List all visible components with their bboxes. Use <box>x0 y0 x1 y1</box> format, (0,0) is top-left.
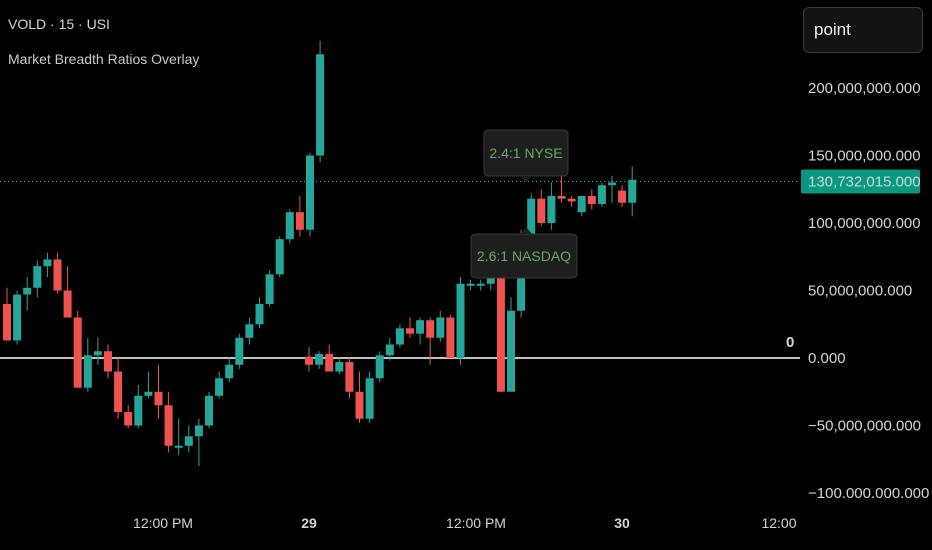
candle-up <box>275 239 284 275</box>
candle-down <box>446 317 455 358</box>
annotation-pointer <box>520 227 532 234</box>
candle-down <box>3 304 11 341</box>
x-axis-label: 12:00 PM <box>446 515 506 531</box>
candle-up <box>597 185 606 205</box>
candle-up <box>144 391 153 396</box>
candle-up <box>245 324 254 338</box>
last-price-label-text: 130,732,015.000 <box>808 174 921 191</box>
candle-up <box>335 362 344 372</box>
candle-down <box>305 356 313 365</box>
candle-down <box>567 198 576 202</box>
candle-down <box>295 212 304 230</box>
candle-up <box>527 198 536 237</box>
candle-up <box>608 182 616 186</box>
candle-down <box>557 196 566 199</box>
last-price-label-bg <box>801 169 920 194</box>
x-axis-label: 12:00 PM <box>133 515 193 531</box>
annotation-label: 2.4:1 NYSE <box>489 145 562 161</box>
y-axis: 200,000,000.000 150,000,000.000 100,000,00… <box>808 80 929 502</box>
zero-marker-label: 0 <box>786 334 794 351</box>
indicator-name: Market Breadth Ratios Overlay <box>8 51 200 67</box>
mode-selector-value: point <box>814 20 851 39</box>
candle-up <box>285 212 294 240</box>
candle-up <box>225 364 234 379</box>
y-axis-tick-label: 200,000,000.000 <box>808 80 921 97</box>
candle-up <box>265 274 274 304</box>
candle-up <box>215 378 224 396</box>
candle-up <box>547 196 556 223</box>
x-axis: 12:00 PM 29 12:00 PM 30 12:00 <box>133 515 797 531</box>
candle-up <box>466 283 475 286</box>
y-axis-tick-label: 0.000 <box>808 350 846 367</box>
candle-up <box>476 283 485 286</box>
candle-down <box>53 259 62 291</box>
candle-down <box>104 351 112 372</box>
candle-down <box>124 412 133 426</box>
candle-up <box>83 355 92 388</box>
candle-up <box>33 266 42 288</box>
candle-up <box>436 317 445 338</box>
candle-down <box>618 190 627 203</box>
candle-up <box>395 328 404 345</box>
candle-up <box>93 351 102 356</box>
candle-up <box>184 436 193 446</box>
candle-up <box>43 259 52 267</box>
candle-up <box>194 425 203 437</box>
y-axis-tick-label: −50,000,000.000 <box>808 418 921 435</box>
candle-up <box>255 304 264 325</box>
candle-up <box>507 310 515 392</box>
annotation-label: 2.6:1 NASDAQ <box>477 248 571 264</box>
candle-down <box>496 263 505 392</box>
candle-up <box>13 294 22 341</box>
candle-down <box>63 290 72 318</box>
candle-down <box>345 362 354 392</box>
candle-up <box>456 283 465 358</box>
last-price-label: 130,732,015.000 <box>801 169 921 194</box>
annotations: 2.4:1 NYSE 2.6:1 NASDAQ <box>470 129 578 279</box>
candle-down <box>164 405 173 446</box>
annotation-pointer <box>520 176 532 183</box>
chart-title: VOLD · 15 · USI <box>8 16 110 32</box>
candle-up <box>365 378 374 419</box>
y-axis-tick-label: 100,000,000.000 <box>808 215 921 232</box>
candle-up <box>315 353 324 365</box>
candle-up <box>23 287 32 295</box>
candle-down <box>406 328 414 334</box>
candle-down <box>154 391 163 406</box>
candle-up <box>174 445 183 448</box>
candle-down <box>114 371 123 412</box>
candle-up <box>205 395 213 426</box>
candle-up <box>316 54 325 156</box>
candle-up <box>385 344 394 356</box>
candle-down <box>73 317 82 388</box>
candle-up <box>375 355 384 379</box>
candle-up <box>628 179 637 203</box>
candle-down <box>355 391 364 419</box>
y-axis-tick-label: −100.000.000.000 <box>808 485 929 502</box>
x-axis-label: 30 <box>614 515 630 531</box>
candle-up <box>577 196 586 213</box>
candle-down <box>426 320 435 338</box>
candle-down <box>537 198 546 223</box>
candle-up <box>235 337 244 365</box>
candle-up <box>134 395 143 426</box>
candle-up <box>306 155 314 230</box>
y-axis-tick-label: 50,000,000.000 <box>808 283 912 300</box>
x-axis-label: 12:00 <box>761 515 796 531</box>
y-axis-tick-label: 150,000,000.000 <box>808 148 921 165</box>
x-axis-label: 29 <box>301 515 317 531</box>
candle-up <box>416 320 425 334</box>
mode-selector[interactable]: point <box>803 7 923 53</box>
candle-down <box>587 196 596 205</box>
candle-down <box>325 353 334 372</box>
